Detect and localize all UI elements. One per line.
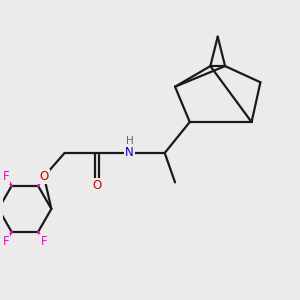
Text: F: F: [40, 170, 47, 183]
Text: O: O: [39, 170, 49, 183]
Text: F: F: [3, 235, 9, 248]
Text: F: F: [3, 170, 9, 183]
Text: O: O: [92, 179, 102, 192]
Text: N: N: [125, 146, 134, 159]
Text: F: F: [40, 235, 47, 248]
Text: H: H: [125, 136, 133, 146]
